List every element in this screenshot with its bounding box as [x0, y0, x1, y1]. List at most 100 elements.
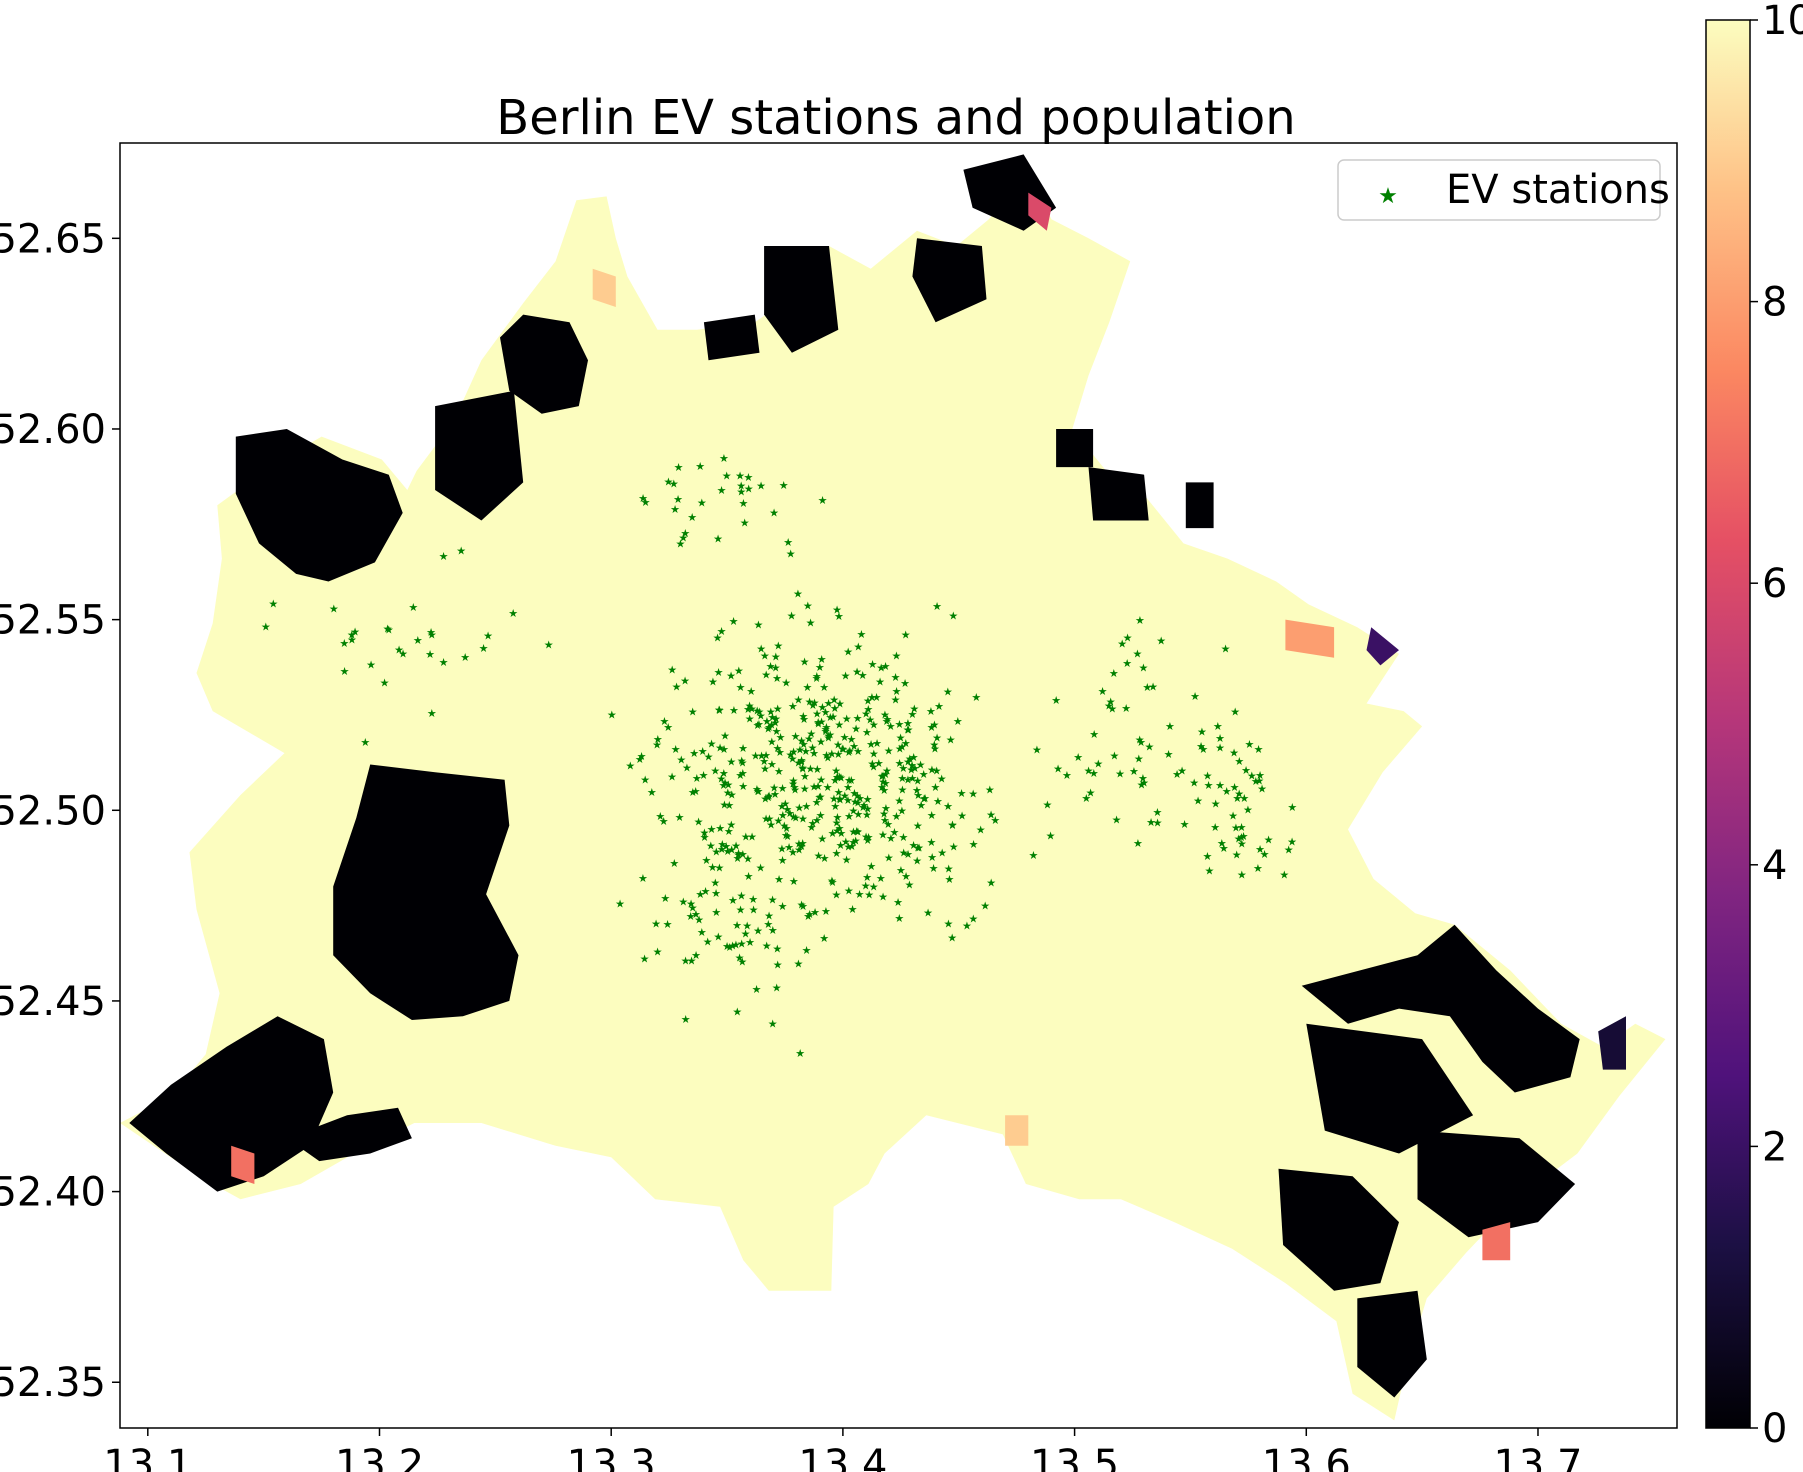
ev-station-marker: ★: [795, 1047, 805, 1060]
ev-station-marker: ★: [1156, 635, 1166, 648]
ev-station-marker: ★: [897, 741, 907, 754]
ev-station-marker: ★: [901, 870, 911, 883]
ev-station-marker: ★: [812, 672, 822, 685]
ev-station-marker: ★: [806, 728, 816, 741]
ev-station-marker: ★: [767, 736, 777, 749]
ev-station-marker: ★: [891, 650, 901, 663]
ev-station-marker: ★: [947, 931, 957, 944]
ev-station-marker: ★: [427, 629, 437, 642]
ev-station-marker: ★: [366, 659, 376, 672]
ev-station-marker: ★: [864, 831, 874, 844]
ev-station-marker: ★: [695, 888, 705, 901]
ev-station-marker: ★: [699, 827, 709, 840]
ev-station-marker: ★: [717, 843, 727, 856]
ev-station-marker: ★: [877, 781, 887, 794]
ev-station-marker: ★: [804, 732, 814, 745]
ev-station-marker: ★: [686, 910, 696, 923]
ev-station-marker: ★: [1221, 642, 1231, 655]
ev-station-marker: ★: [734, 664, 744, 677]
ev-station-marker: ★: [891, 671, 901, 684]
ev-station-marker: ★: [1139, 776, 1149, 789]
ev-station-marker: ★: [768, 894, 778, 907]
ev-station-marker: ★: [1109, 667, 1119, 680]
x-tick-label: 13.7: [1493, 1442, 1582, 1472]
ev-station-marker: ★: [1115, 767, 1125, 780]
ev-station-marker: ★: [808, 742, 818, 755]
ev-station-marker: ★: [912, 784, 922, 797]
ev-station-marker: ★: [934, 700, 944, 713]
ev-station-marker: ★: [858, 801, 868, 814]
ev-station-marker: ★: [682, 762, 692, 775]
colorbar-tick-label: 2: [1762, 1124, 1787, 1170]
ev-station-marker: ★: [1189, 777, 1199, 790]
ev-station-marker: ★: [884, 852, 894, 865]
ev-station-marker: ★: [738, 497, 748, 510]
ev-station-marker: ★: [863, 834, 873, 847]
ev-station-marker: ★: [483, 630, 493, 643]
ev-station-marker: ★: [771, 651, 781, 664]
ev-station-marker: ★: [1231, 822, 1241, 835]
ev-station-marker: ★: [479, 642, 489, 655]
ev-station-marker: ★: [894, 794, 904, 807]
ev-station-marker: ★: [869, 761, 879, 774]
ev-station-marker: ★: [773, 742, 783, 755]
ev-station-marker: ★: [737, 955, 747, 968]
ev-station-marker: ★: [803, 910, 813, 923]
ev-station-marker: ★: [789, 875, 799, 888]
population-cell: [1028, 192, 1052, 231]
ev-station-marker: ★: [853, 796, 863, 809]
ev-station-marker: ★: [775, 746, 785, 759]
y-tick-label: 52.50: [0, 788, 106, 834]
ev-station-marker: ★: [731, 938, 741, 951]
ev-station-marker: ★: [821, 721, 831, 734]
ev-station-marker: ★: [768, 1017, 778, 1030]
ev-station-marker: ★: [817, 701, 827, 714]
ev-station-marker: ★: [756, 643, 766, 656]
ev-station-marker: ★: [806, 617, 816, 630]
ev-station-marker: ★: [862, 726, 872, 739]
legend-marker-ev-stations: ★: [1378, 184, 1398, 209]
ev-station-marker: ★: [899, 847, 909, 860]
ev-station-marker: ★: [841, 835, 851, 848]
ev-station-marker: ★: [813, 717, 823, 730]
ev-station-marker: ★: [898, 831, 908, 844]
ev-station-marker: ★: [892, 685, 902, 698]
colorbar-tick-label: 4: [1762, 843, 1787, 889]
ev-station-marker: ★: [1219, 842, 1229, 855]
ev-station-marker: ★: [848, 826, 858, 839]
ev-station-marker: ★: [722, 470, 732, 483]
ev-station-marker: ★: [812, 814, 822, 827]
ev-station-marker: ★: [752, 983, 762, 996]
ev-station-marker: ★: [937, 773, 947, 786]
ev-station-marker: ★: [753, 785, 763, 798]
ev-station-marker: ★: [853, 808, 863, 821]
ev-station-marker: ★: [772, 981, 782, 994]
ev-station-marker: ★: [882, 715, 892, 728]
ev-station-marker: ★: [923, 907, 933, 920]
ev-station-marker: ★: [727, 788, 737, 801]
ev-station-marker: ★: [774, 873, 784, 886]
ev-station-marker: ★: [829, 693, 839, 706]
ev-station-marker: ★: [845, 745, 855, 758]
ev-station-marker: ★: [1073, 751, 1083, 764]
ev-station-marker: ★: [914, 841, 924, 854]
y-axis: 52.35 52.40 52.45 52.50 52.55 52.60 52.65: [0, 216, 120, 1406]
ev-station-marker: ★: [835, 822, 845, 835]
ev-station-marker: ★: [795, 744, 805, 757]
ev-station-marker: ★: [675, 538, 685, 551]
zero-population-area: [764, 246, 839, 353]
ev-station-marker: ★: [724, 799, 734, 812]
ev-station-marker: ★: [849, 740, 859, 753]
ev-station-marker: ★: [825, 729, 835, 742]
ev-station-marker: ★: [773, 958, 783, 971]
ev-station-marker: ★: [810, 906, 820, 919]
ev-station-marker: ★: [715, 742, 725, 755]
y-tick-label: 52.60: [0, 407, 106, 453]
ev-station-marker: ★: [768, 924, 778, 937]
ev-station-marker: ★: [689, 747, 699, 760]
ev-station-marker: ★: [754, 718, 764, 731]
ev-station-marker: ★: [764, 721, 774, 734]
ev-station-marker: ★: [733, 852, 743, 865]
ev-station-marker: ★: [789, 811, 799, 824]
ev-station-marker: ★: [799, 738, 809, 751]
